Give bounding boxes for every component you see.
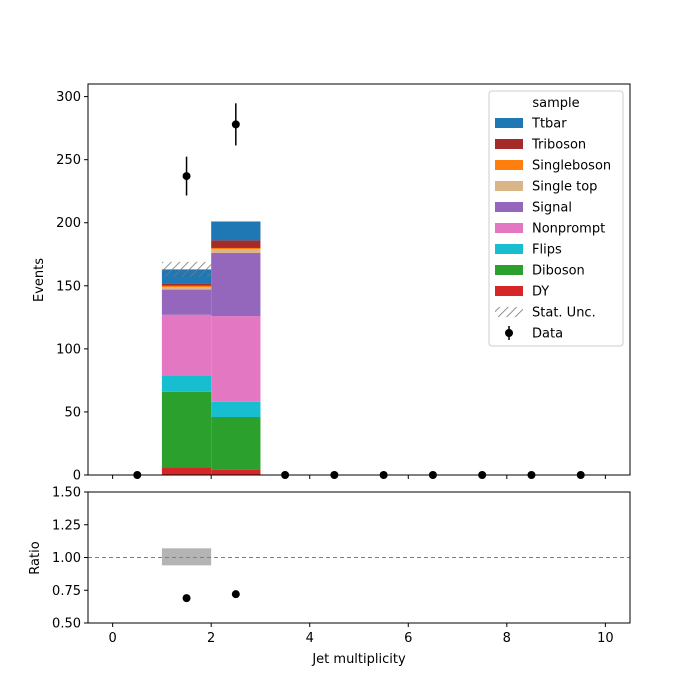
ratio-point-0 (182, 594, 191, 603)
legend-swatch-ttbar (495, 118, 523, 128)
ratio-y-tick-label-2: 1.00 (52, 551, 81, 566)
bar-single-top-bin-2 (211, 249, 261, 254)
main-plot: 0 50 100 150 200 250 300 (56, 83, 631, 484)
y-axis-title: Events (32, 258, 47, 302)
legend-label-ttbar: Ttbar (531, 117, 567, 132)
bar-dy-bin-2 (211, 469, 261, 475)
bar-nonprompt-bin-2 (211, 316, 261, 402)
legend-swatch-singleboson (495, 160, 523, 170)
legend: sample Ttbar Triboson Singleboson Single top… (488, 90, 624, 347)
bar-triboson-bin-2 (211, 240, 261, 248)
bar-singleboson-bin-1 (161, 285, 212, 288)
x-tick-label-8: 8 (503, 631, 511, 646)
legend-frame (488, 90, 624, 347)
ratio-y-axis-title: Ratio (28, 541, 43, 574)
x-tick-label-10: 10 (597, 631, 614, 646)
x-axis-title: Jet multiplicity (311, 652, 406, 667)
legend-label-data: Data (532, 327, 563, 342)
bar-single-top-bin-1 (161, 287, 212, 290)
legend-label-signal: Signal (532, 201, 572, 216)
ratio-y-tick-label-0: 0.50 (52, 617, 81, 632)
bar-nonprompt-bin-1 (161, 314, 212, 376)
legend-title: sample (532, 96, 579, 111)
legend-swatch-stat-unc (495, 307, 523, 317)
ratio-y-tick-label-4: 1.50 (52, 486, 81, 501)
legend-label-flips: Flips (532, 243, 562, 258)
legend-swatch-nonprompt (495, 223, 523, 233)
ratio-plot: 0.50 0.75 1.00 1.25 1.50 0 2 4 6 8 10 (52, 486, 631, 646)
legend-label-singleboson: Singleboson (532, 159, 611, 174)
bar-diboson-bin-2 (211, 416, 261, 470)
legend-swatch-dy (495, 286, 523, 296)
ratio-point-1 (231, 590, 240, 599)
bar-triboson-bin-1 (161, 283, 212, 286)
x-tick-label-6: 6 (404, 631, 412, 646)
bar-singleboson-bin-2 (211, 247, 261, 250)
y-tick-label-100: 100 (56, 342, 81, 357)
stat-unc-band-bin-1 (161, 261, 212, 277)
bar-ttbar-bin-2 (211, 221, 261, 241)
legend-label-dy: DY (532, 285, 549, 300)
bar-dy-bin-1 (161, 467, 212, 475)
bar-flips-bin-2 (211, 401, 261, 417)
data-point-1 (182, 172, 191, 181)
ratio-unc-band-0 (161, 548, 212, 566)
legend-swatch-triboson (495, 139, 523, 149)
legend-swatch-signal (495, 202, 523, 212)
legend-swatch-flips (495, 244, 523, 254)
bar-signal-bin-2 (211, 253, 261, 317)
y-tick-label-50: 50 (64, 405, 81, 420)
main-plot-frame (87, 83, 631, 476)
y-tick-label-300: 300 (56, 90, 81, 105)
bar-diboson-bin-1 (161, 391, 212, 468)
y-tick-label-150: 150 (56, 279, 81, 294)
legend-label-diboson: Diboson (532, 264, 585, 279)
legend-marker-data (505, 329, 513, 337)
legend-label-single-top: Single top (532, 180, 597, 195)
legend-swatch-diboson (495, 265, 523, 275)
bar-flips-bin-1 (161, 375, 212, 392)
y-tick-label-250: 250 (56, 153, 81, 168)
legend-label-triboson: Triboson (531, 138, 586, 153)
legend-label-stat-unc: Stat. Unc. (532, 306, 596, 321)
bar-signal-bin-1 (161, 289, 212, 315)
x-tick-label-2: 2 (207, 631, 215, 646)
legend-label-nonprompt: Nonprompt (532, 222, 605, 237)
x-tick-label-4: 4 (306, 631, 314, 646)
ratio-y-tick-label-1: 0.75 (52, 584, 81, 599)
ratio-y-tick-label-3: 1.25 (52, 518, 81, 533)
x-tick-label-0: 0 (108, 631, 116, 646)
y-tick-label-200: 200 (56, 216, 81, 231)
y-tick-label-0: 0 (73, 469, 81, 484)
data-point-2 (231, 120, 240, 129)
legend-swatch-single-top (495, 181, 523, 191)
